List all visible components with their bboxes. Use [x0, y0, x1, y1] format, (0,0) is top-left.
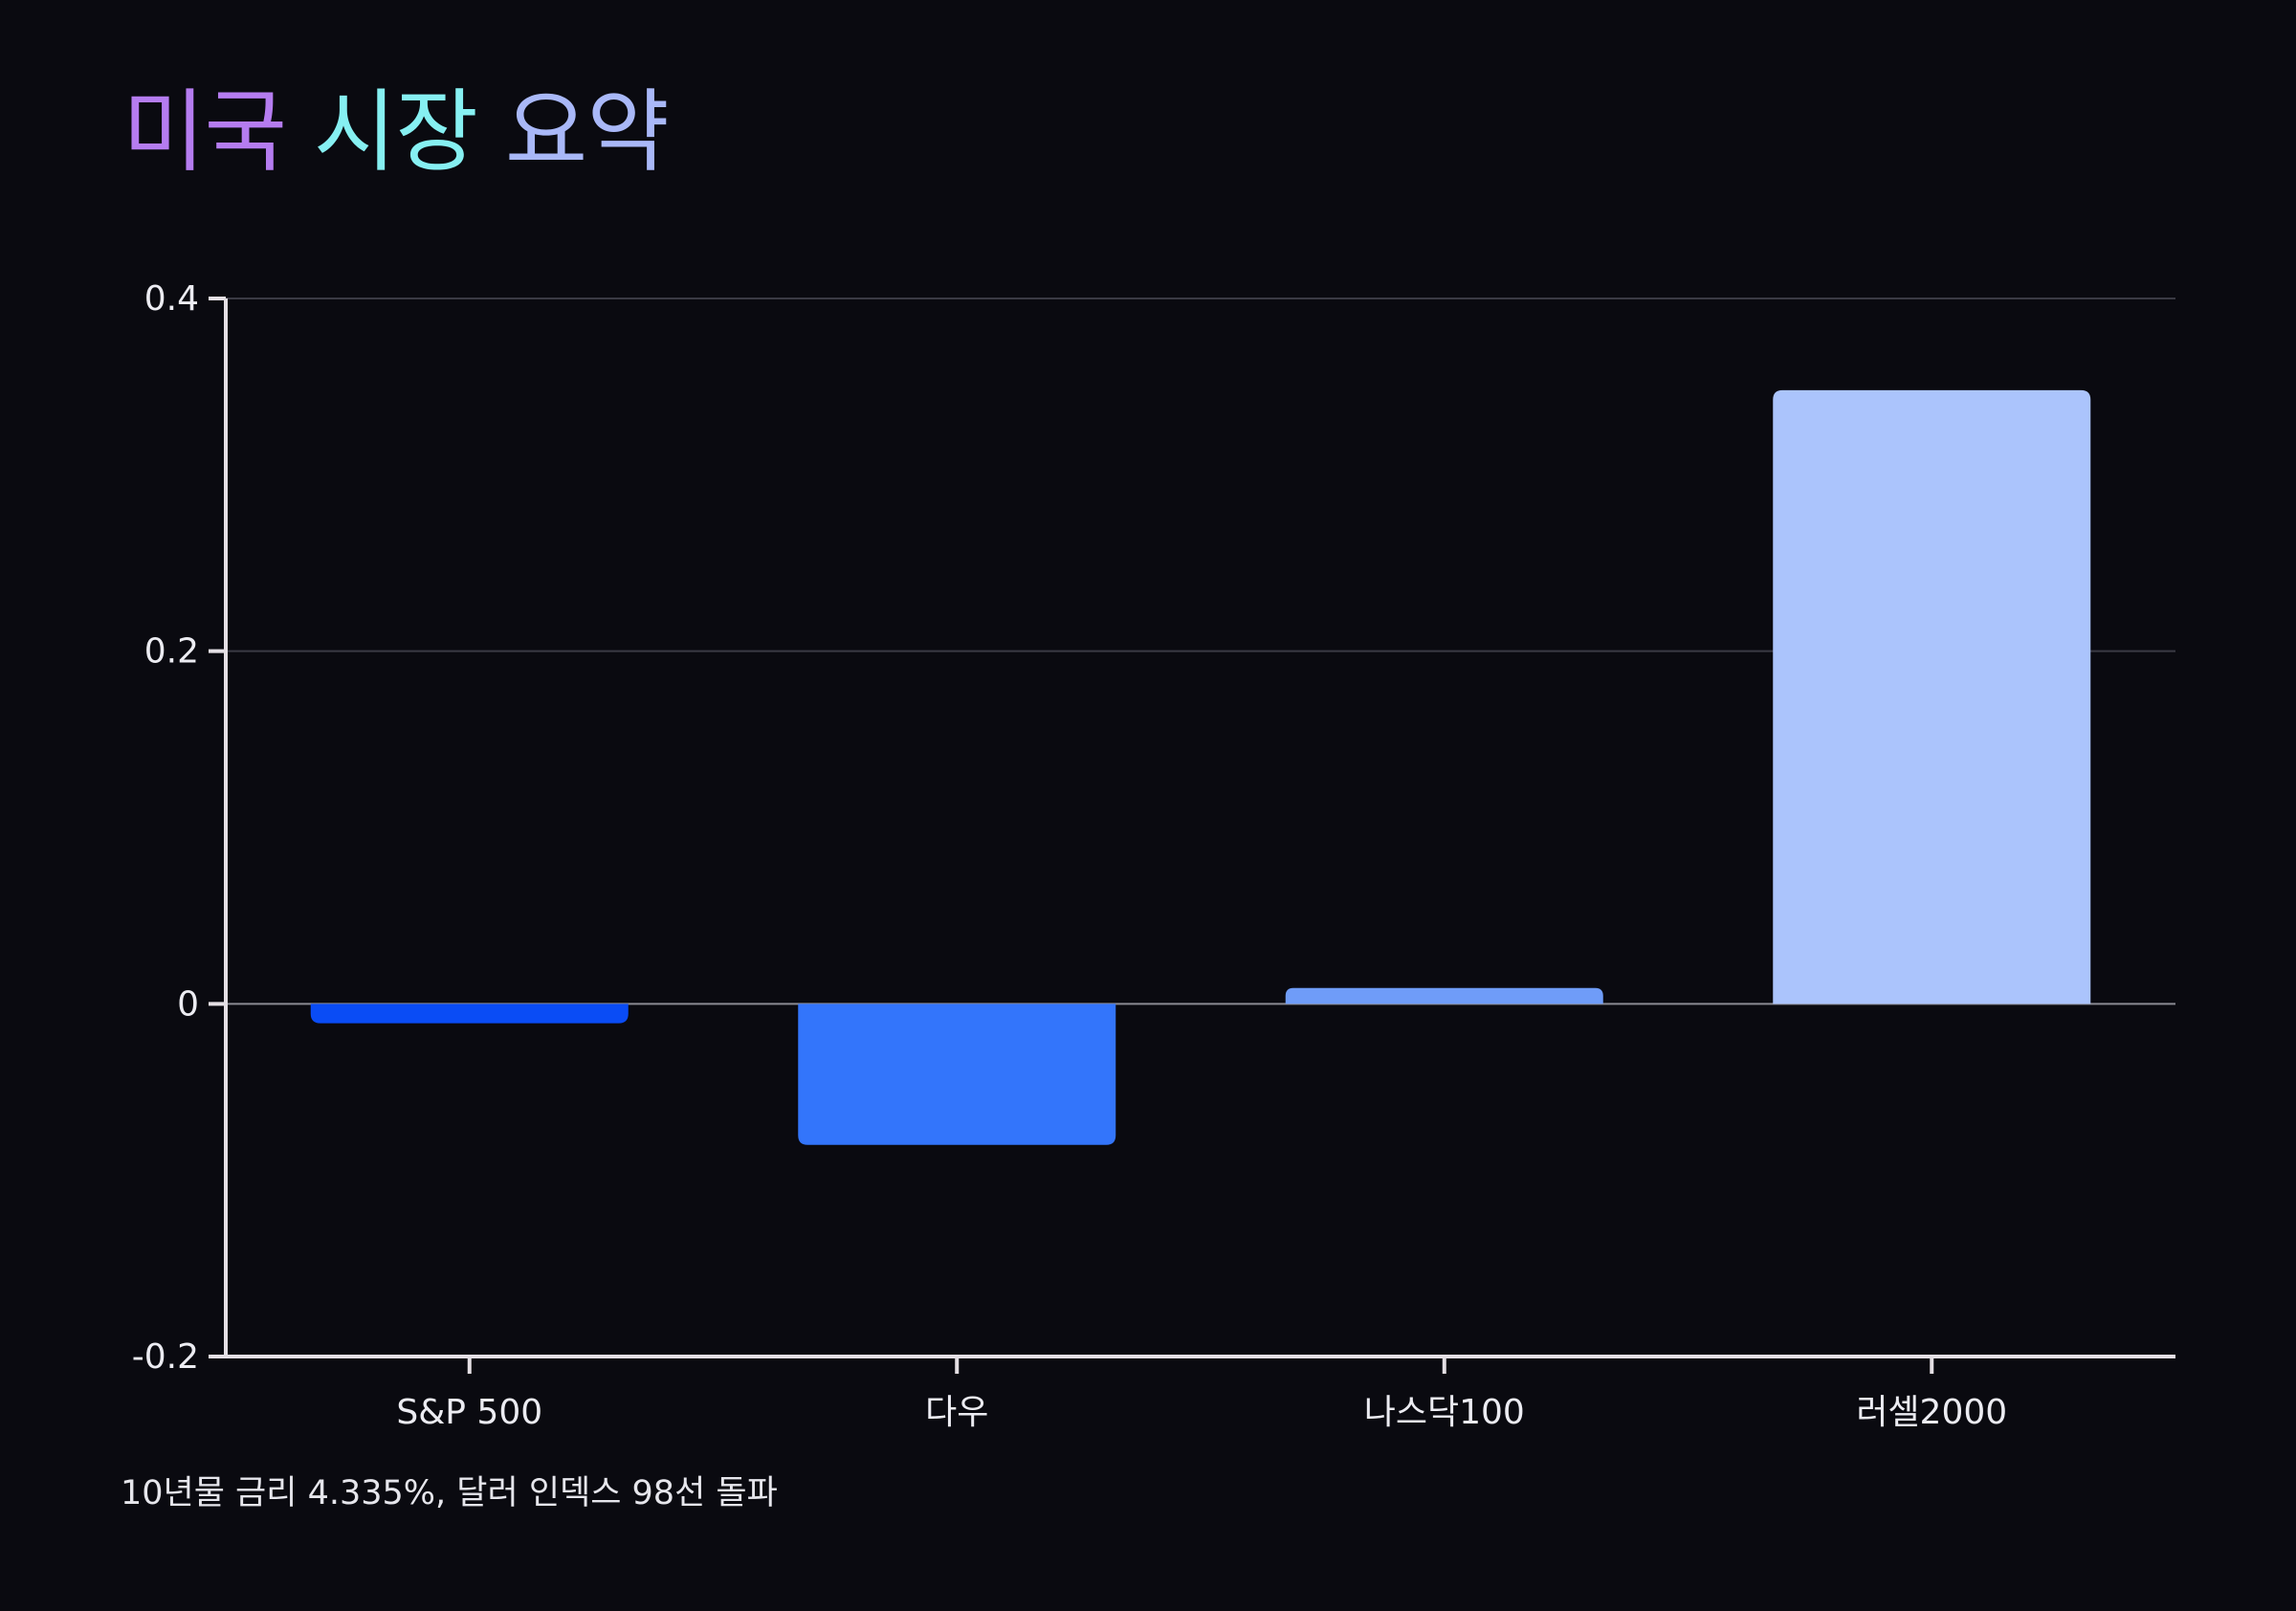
bar — [798, 1004, 1116, 1145]
axes — [209, 297, 2175, 1374]
footnote: 10년물 금리 4.335%, 달러 인덱스 98선 돌파 — [121, 1474, 778, 1512]
bars — [310, 389, 2091, 1145]
y-tick-label: 0 — [177, 984, 199, 1024]
x-tick-label: 러셀2000 — [1856, 1393, 2007, 1432]
y-tick-label: 0.2 — [144, 632, 199, 672]
bar — [1285, 987, 1603, 1004]
bar — [1773, 389, 2091, 1004]
chart-title: 미국 시장 요약 — [122, 80, 670, 185]
title-word-3: 요약 — [504, 80, 670, 185]
x-tick-label: 나스닥100 — [1364, 1393, 1525, 1432]
title-word-1: 미국 — [122, 80, 287, 185]
tick-labels: -0.2 0 0.2 0.4 S&P 500 다우 나스닥100 러셀2000 — [132, 279, 2007, 1432]
y-tick-label: -0.2 — [132, 1337, 199, 1377]
y-tick-label: 0.4 — [144, 279, 199, 319]
x-tick-label: S&P 500 — [396, 1393, 542, 1432]
bar — [310, 1004, 629, 1024]
title-word-2: 시장 — [313, 80, 478, 185]
x-tick-label: 다우 — [925, 1393, 988, 1432]
